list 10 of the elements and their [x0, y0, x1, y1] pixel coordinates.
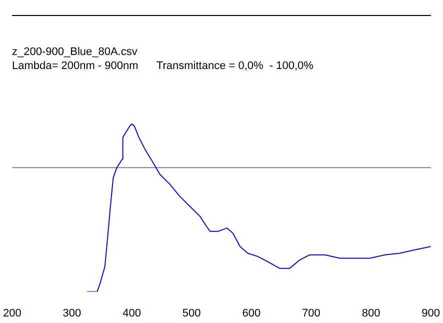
x-tick-label: 600	[242, 307, 261, 320]
x-tick-label: 300	[62, 307, 82, 320]
x-tick-label: 500	[182, 307, 201, 320]
x-tick-label: 900	[422, 307, 440, 320]
x-tick-label: 400	[122, 307, 141, 320]
x-tick-label: 700	[302, 307, 320, 320]
chart-subtitle: Lambda= 200nm - 900nm Transmittance = 0,0% - 100,0%	[12, 60, 314, 73]
chart-title: z_200-900_Blue_80A.csv	[12, 46, 138, 59]
x-tick-label: 200	[2, 307, 22, 320]
x-tick-label: 800	[362, 307, 380, 320]
